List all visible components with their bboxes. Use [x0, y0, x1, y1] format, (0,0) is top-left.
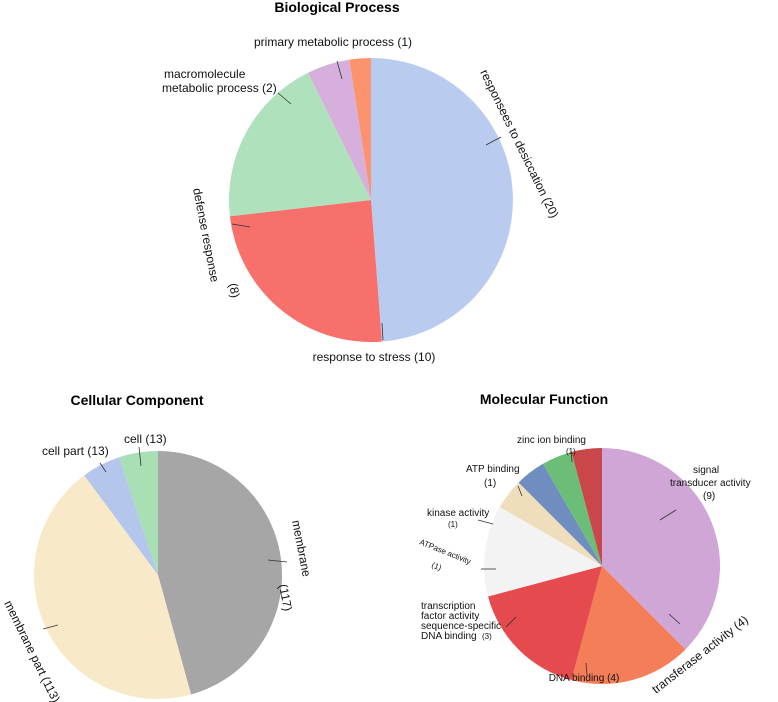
mf-leader-signal [659, 509, 677, 521]
mf-label-atpase-a: ATPase activity [418, 538, 472, 567]
mf-slice-transcription-factor-activity-sequence-specific-dna-binding [483, 507, 602, 597]
mf-label-atp-a: ATP binding [466, 464, 520, 475]
mf-label-kinase-b: (1) [448, 520, 458, 529]
mf-label-zinc-b: (1) [566, 447, 576, 456]
bp-leader-stress [381, 322, 384, 341]
bp-leader-desiccation [485, 136, 502, 146]
bp-label-macro-b: metabolic process (2) [162, 81, 277, 95]
bp-slice-response-to-stress [229, 200, 382, 342]
cc-leader-cell-part [99, 462, 107, 473]
cc-slice-membrane-part [33, 475, 192, 700]
mf-leader-atp [517, 485, 523, 497]
mf-label-tf-a: transcription [421, 601, 475, 612]
bp-title: Biological Process [274, 0, 399, 15]
cc-slice-cell-part [84, 457, 158, 575]
mf-leader-tf [505, 616, 517, 628]
cc-slice-membrane [158, 451, 283, 695]
bp-slice-responsees-to-desiccation [371, 58, 513, 342]
cc-label-membrane-a: membrane [289, 519, 314, 578]
bp-slice-macromolecule-metabolic-process [307, 59, 371, 200]
cc-label-membrane-b: (117) [276, 583, 295, 612]
mf-title: Molecular Function [480, 391, 608, 407]
mf-label-atpase-b: (1) [430, 561, 443, 573]
bp-leader-macro [277, 92, 292, 105]
mf-label-tf-e: (3) [482, 632, 492, 641]
mf-leader-kinase [477, 519, 494, 525]
mf-label-dna: DNA binding (4) [549, 673, 620, 684]
bp-label-stress: response to stress (10) [313, 350, 436, 364]
mf-label-tf-c: sequence-specific [421, 621, 501, 632]
cc-pie [33, 451, 283, 700]
mf-slice-atp-binding [543, 452, 602, 566]
bp-slice-defense-response [229, 72, 371, 217]
bp-label-macro-a: macromolecule [164, 67, 246, 81]
mf-slice-kinase-activity [518, 463, 602, 566]
cc-label-cell-part: cell part (13) [42, 444, 109, 458]
bp-label-primary: primary metabolic process (1) [254, 35, 412, 49]
bp-leader-defense [231, 223, 251, 228]
mf-label-tf-b: factor activity [421, 611, 479, 622]
mf-slice-zinc-ion-binding [571, 448, 602, 566]
cc-slice-cell [119, 451, 158, 575]
cc-title: Cellular Component [70, 392, 203, 408]
mf-label-zinc-a: zinc ion binding [517, 435, 586, 446]
bp-slice-primary-metabolic-process [349, 58, 371, 200]
mf-label-tf-d: DNA binding [421, 631, 477, 642]
mf-leader-dna [585, 662, 588, 676]
cc-leader-membrane-part [42, 624, 59, 630]
bp-pie [229, 58, 513, 342]
mf-label-signal-a: signal [693, 465, 719, 476]
mf-slice-transferase-activity [571, 566, 686, 685]
bp-label-defense-b: (8) [226, 282, 243, 299]
mf-label-atp-b: (1) [484, 478, 496, 489]
mf-slice-atpase-activity [499, 482, 602, 566]
mf-label-signal-b: transducer activity [670, 478, 751, 489]
cc-leader-membrane [267, 559, 288, 563]
mf-slice-signal-transducer-activity [602, 447, 721, 650]
bp-label-defense-a: defense response [190, 187, 222, 284]
mf-leader-transferase [668, 613, 681, 625]
mf-label-signal-c: (9) [703, 491, 715, 502]
cc-leader-cell [138, 446, 142, 467]
cc-label-cell: cell (13) [124, 432, 167, 446]
mf-pie [483, 447, 721, 685]
mf-leader-zinc [570, 450, 573, 463]
bp-leader-primary [336, 60, 343, 80]
mf-label-kinase-a: kinase activity [427, 508, 489, 519]
mf-slice-dna-binding [488, 566, 602, 680]
